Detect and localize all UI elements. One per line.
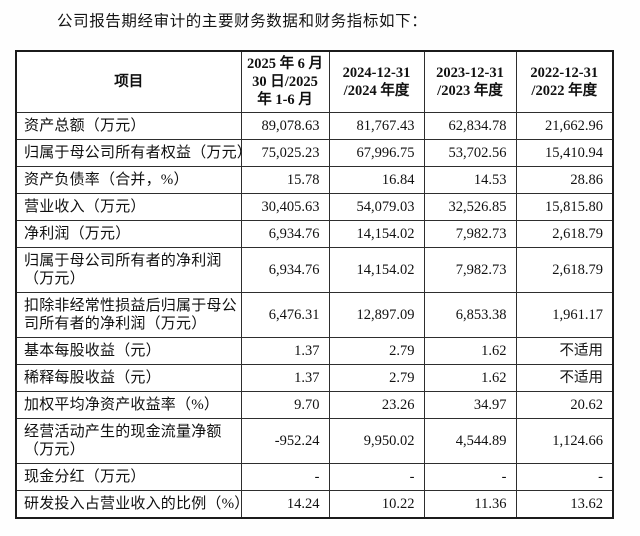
row-label: 经营活动产生的现金流量净额 （万元） — [15, 418, 242, 464]
cell-value: 1.37 — [240, 337, 330, 365]
table-row: 资产总额（万元） 89,078.63 81,767.43 62,834.78 21,66… — [15, 112, 614, 140]
cell-value: 13.62 — [515, 490, 614, 519]
cell-value: 7,982.73 — [423, 220, 517, 248]
financial-table: 项目 2025 年 6 月 30 日/2025 年 1-6 月 2024-12-… — [15, 50, 614, 519]
cell-value: 不适用 — [515, 364, 614, 392]
table-row: 归属于母公司所有者权益（万元） 75,025.23 67,996.75 53,702.… — [15, 139, 614, 167]
cell-value: 75,025.23 — [240, 139, 330, 167]
cell-value: - — [328, 463, 425, 491]
row-label: 基本每股收益（元） — [15, 337, 242, 365]
cell-value: 7,982.73 — [423, 247, 517, 293]
cell-value: 54,079.03 — [328, 193, 425, 221]
cell-value: 14,154.02 — [328, 220, 425, 248]
cell-value: 15,410.94 — [515, 139, 614, 167]
cell-value: 9,950.02 — [328, 418, 425, 464]
cell-value: 34.97 — [423, 391, 517, 419]
cell-value: 1,961.17 — [515, 292, 614, 338]
cell-value: 30,405.63 — [240, 193, 330, 221]
cell-value: 53,702.56 — [423, 139, 517, 167]
table-row: 基本每股收益（元） 1.37 2.79 1.62 不适用 — [15, 337, 614, 365]
cell-value: 1,124.66 — [515, 418, 614, 464]
row-label: 资产总额（万元） — [15, 112, 242, 140]
cell-value: 6,934.76 — [240, 247, 330, 293]
table-row: 经营活动产生的现金流量净额 （万元） -952.24 9,950.02 4,544.8… — [15, 418, 614, 464]
cell-value: 15.78 — [240, 166, 330, 194]
cell-value: 2.79 — [328, 364, 425, 392]
cell-value: 21,662.96 — [515, 112, 614, 140]
cell-value: 6,853.38 — [423, 292, 517, 338]
row-label: 扣除非经常性损益后归属于母公 司所有者的净利润（万元） — [15, 292, 242, 338]
row-label: 加权平均净资产收益率（%） — [15, 391, 242, 419]
table-row: 资产负债率（合并，%） 15.78 16.84 14.53 28.86 — [15, 166, 614, 194]
cell-value: 81,767.43 — [328, 112, 425, 140]
cell-value: 14.24 — [240, 490, 330, 519]
cell-value: 2,618.79 — [515, 247, 614, 293]
cell-value: 20.62 — [515, 391, 614, 419]
row-label: 归属于母公司所有者权益（万元） — [15, 139, 252, 167]
cell-value: 62,834.78 — [423, 112, 517, 140]
cell-value: 6,476.31 — [240, 292, 330, 338]
col-header-item: 项目 — [15, 50, 242, 113]
cell-value: 14.53 — [423, 166, 517, 194]
table-row: 研发投入占营业收入的比例（%） 14.24 10.22 11.36 13.62 — [15, 490, 614, 519]
row-label: 稀释每股收益（元） — [15, 364, 242, 392]
cell-value: -952.24 — [240, 418, 330, 464]
cell-value: 10.22 — [328, 490, 425, 519]
cell-value: 28.86 — [515, 166, 614, 194]
cell-value: 12,897.09 — [328, 292, 425, 338]
cell-value: 16.84 — [328, 166, 425, 194]
row-label: 现金分红（万元） — [15, 463, 242, 491]
table-row: 稀释每股收益（元） 1.37 2.79 1.62 不适用 — [15, 364, 614, 392]
section-title: 公司报告期经审计的主要财务数据和财务指标如下： — [57, 13, 428, 30]
cell-value: 14,154.02 — [328, 247, 425, 293]
row-label: 资产负债率（合并，%） — [15, 166, 242, 194]
cell-value: 9.70 — [240, 391, 330, 419]
row-label: 营业收入（万元） — [15, 193, 242, 221]
cell-value: 1.37 — [240, 364, 330, 392]
col-header-2025-h1: 2025 年 6 月 30 日/2025 年 1-6 月 — [240, 50, 330, 113]
cell-value: 2.79 — [328, 337, 425, 365]
table-row: 扣除非经常性损益后归属于母公 司所有者的净利润（万元） 6,476.31 12,89… — [15, 292, 614, 338]
col-header-2022: 2022-12-31 /2022 年度 — [515, 50, 614, 113]
cell-value: 不适用 — [515, 337, 614, 365]
cell-value: 32,526.85 — [423, 193, 517, 221]
col-header-2024: 2024-12-31 /2024 年度 — [328, 50, 425, 113]
table-row: 加权平均净资产收益率（%） 9.70 23.26 34.97 20.62 — [15, 391, 614, 419]
col-header-2023: 2023-12-31 /2023 年度 — [423, 50, 517, 113]
row-label: 归属于母公司所有者的净利润 （万元） — [15, 247, 242, 293]
cell-value: 1.62 — [423, 364, 517, 392]
cell-value: 4,544.89 — [423, 418, 517, 464]
table-row: 现金分红（万元） - - - - — [15, 463, 614, 491]
table-body: 资产总额（万元） 89,078.63 81,767.43 62,834.78 21,66… — [15, 112, 614, 519]
cell-value: 15,815.80 — [515, 193, 614, 221]
row-label: 研发投入占营业收入的比例（%） — [15, 490, 249, 519]
cell-value: 23.26 — [328, 391, 425, 419]
cell-value: 1.62 — [423, 337, 517, 365]
cell-value: 2,618.79 — [515, 220, 614, 248]
table-row: 归属于母公司所有者的净利润 （万元） 6,934.76 14,154.02 7,982… — [15, 247, 614, 293]
table-header: 项目 2025 年 6 月 30 日/2025 年 1-6 月 2024-12-… — [15, 50, 614, 113]
cell-value: 6,934.76 — [240, 220, 330, 248]
table-header-row: 项目 2025 年 6 月 30 日/2025 年 1-6 月 2024-12-… — [15, 50, 614, 113]
cell-value: - — [240, 463, 330, 491]
table-row: 营业收入（万元） 30,405.63 54,079.03 32,526.85 15,81… — [15, 193, 614, 221]
table-row: 净利润（万元） 6,934.76 14,154.02 7,982.73 2,618.79 — [15, 220, 614, 248]
cell-value: - — [423, 463, 517, 491]
row-label: 净利润（万元） — [15, 220, 242, 248]
cell-value: 11.36 — [423, 490, 517, 519]
cell-value: 89,078.63 — [240, 112, 330, 140]
cell-value: 67,996.75 — [328, 139, 425, 167]
cell-value: - — [515, 463, 614, 491]
